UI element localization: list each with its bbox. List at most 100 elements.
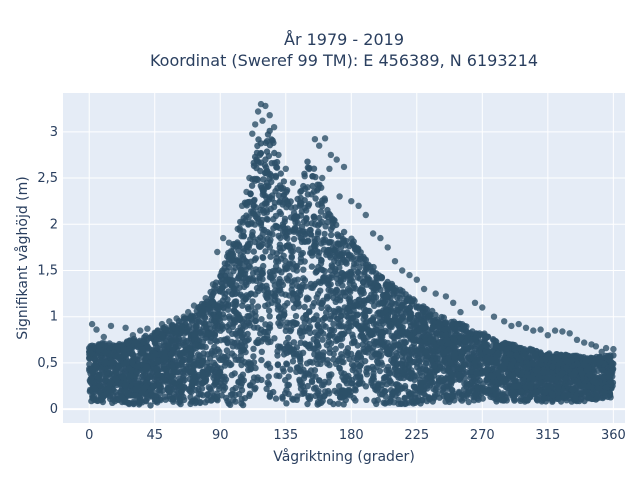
data-point: [393, 372, 400, 379]
data-point: [188, 388, 195, 396]
data-point: [365, 329, 372, 336]
data-point: [572, 395, 579, 402]
data-point: [363, 396, 370, 403]
data-point: [322, 212, 329, 219]
data-point: [225, 264, 233, 271]
data-point: [388, 380, 395, 387]
data-point: [187, 394, 194, 401]
data-point: [424, 374, 431, 381]
data-point: [290, 346, 298, 353]
data-point: [291, 352, 298, 359]
data-point: [572, 384, 579, 391]
data-point: [348, 361, 356, 368]
data-point: [437, 363, 444, 370]
data-point: [312, 195, 319, 202]
data-point: [160, 365, 168, 372]
data-point: [267, 205, 274, 213]
data-point: [259, 241, 266, 248]
data-point: [319, 336, 326, 343]
data-point: [297, 194, 304, 202]
chart-title: År 1979 - 2019: [284, 30, 404, 49]
data-point: [360, 334, 367, 341]
data-point: [274, 361, 282, 369]
data-point: [309, 303, 316, 310]
data-point: [258, 348, 265, 355]
data-point: [289, 282, 296, 289]
data-point: [293, 368, 300, 375]
data-point: [510, 372, 517, 379]
data-point: [272, 174, 280, 181]
data-point: [346, 294, 354, 301]
data-point: [450, 336, 458, 343]
data-point: [564, 382, 571, 389]
data-point: [422, 366, 429, 373]
data-point: [549, 363, 556, 370]
data-point: [388, 323, 395, 331]
data-point: [335, 308, 342, 315]
data-point: [341, 330, 348, 337]
data-point: [250, 353, 257, 360]
data-point: [193, 319, 200, 326]
data-point: [217, 337, 224, 344]
data-point: [308, 263, 316, 270]
data-point: [113, 343, 121, 351]
data-point: [383, 381, 390, 388]
data-point: [330, 320, 337, 328]
data-point: [600, 374, 607, 381]
data-point: [359, 259, 366, 267]
data-point: [443, 336, 451, 344]
data-point: [222, 359, 229, 366]
data-point: [312, 373, 319, 380]
data-point: [268, 178, 275, 186]
data-point: [266, 313, 273, 320]
data-point: [263, 215, 270, 223]
data-point: [468, 366, 475, 373]
data-point: [257, 285, 264, 292]
data-point: [386, 284, 393, 291]
data-point: [308, 377, 316, 385]
data-point: [280, 199, 287, 206]
data-point: [304, 382, 311, 390]
data-point: [177, 383, 185, 390]
data-point: [422, 393, 429, 400]
data-point: [134, 363, 141, 370]
data-point: [138, 373, 146, 381]
data-point: [342, 242, 349, 249]
data-point: [93, 372, 101, 380]
data-point: [285, 373, 292, 380]
data-point: [322, 323, 329, 330]
data-point: [500, 396, 508, 403]
data-point: [401, 395, 408, 402]
data-point: [250, 345, 257, 352]
data-point: [289, 358, 297, 365]
data-point: [189, 367, 196, 374]
data-point: [554, 383, 562, 391]
data-point: [288, 254, 295, 261]
data-point: [273, 164, 281, 171]
data-point: [223, 323, 231, 330]
data-point: [217, 272, 224, 280]
data-point: [262, 248, 269, 255]
data-point: [265, 360, 272, 367]
data-point: [393, 349, 400, 357]
data-point: [532, 389, 539, 396]
data-point: [350, 394, 357, 402]
data-point: [363, 368, 370, 376]
data-point: [244, 313, 251, 320]
data-point: [334, 231, 341, 238]
data-point: [406, 358, 413, 366]
data-point: [370, 376, 377, 383]
data-point: [230, 396, 237, 403]
data-point: [125, 365, 133, 372]
data-point: [257, 167, 264, 175]
data-point: [152, 366, 159, 373]
data-point: [254, 303, 262, 310]
data-point: [309, 173, 316, 180]
data-point: [448, 386, 456, 394]
data-point: [320, 278, 327, 285]
data-point: [202, 376, 210, 384]
data-point: [249, 378, 257, 386]
data-point: [388, 308, 395, 315]
data-point: [147, 402, 154, 409]
data-point: [205, 384, 212, 391]
